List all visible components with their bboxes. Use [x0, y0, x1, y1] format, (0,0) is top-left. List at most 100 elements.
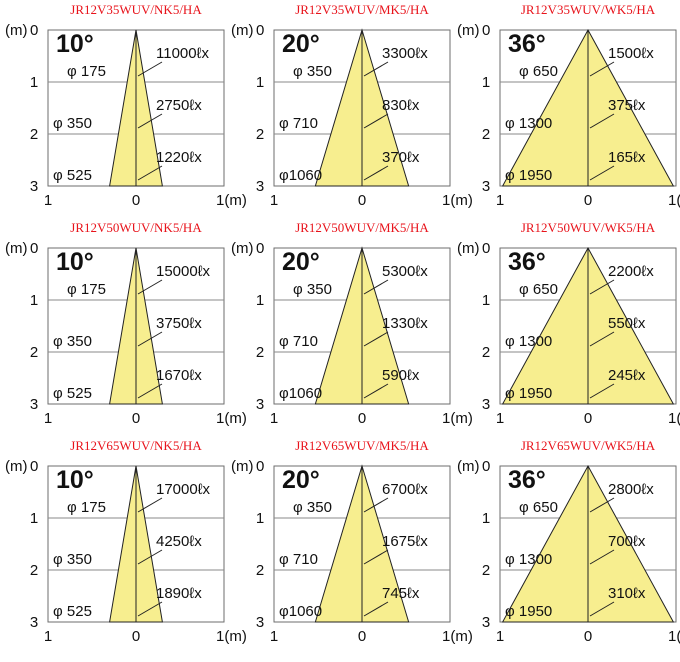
depth-tick-label: 0 — [482, 458, 490, 475]
beam-angle-label: 36° — [508, 248, 546, 276]
illuminance-leader-line — [589, 383, 615, 399]
depth-tick-label: 1 — [30, 292, 38, 309]
depth-tick-label: 0 — [256, 458, 264, 475]
illuminance-label: 310ℓx — [608, 585, 646, 602]
illuminance-label: 1220ℓx — [156, 149, 202, 166]
depth-tick-label: 1 — [256, 292, 264, 309]
beam-angle-label: 10° — [56, 466, 94, 494]
beam-diameter-label: φ 350 — [53, 333, 92, 350]
x-tick-label: 1(m) — [216, 628, 247, 645]
illuminance-label: 4250ℓx — [156, 533, 202, 550]
x-tick-label: 1(m) — [442, 410, 473, 427]
depth-tick-label: 3 — [482, 396, 490, 413]
illuminance-label: 1500ℓx — [608, 45, 654, 62]
illuminance-label: 1675ℓx — [382, 533, 428, 550]
panel-title: JR12V35WUV/MK5/HA — [295, 2, 429, 17]
beam-angle-label: 36° — [508, 466, 546, 494]
illuminance-leader-line — [589, 549, 615, 565]
x-tick-label: 1 — [44, 628, 52, 645]
illuminance-leader-line — [137, 601, 163, 617]
illuminance-leader-line — [363, 497, 389, 513]
x-tick-label: 1 — [270, 410, 278, 427]
depth-tick-label: 0 — [482, 240, 490, 257]
depth-tick-label: 1 — [30, 510, 38, 527]
illuminance-leader-line — [137, 383, 163, 399]
illuminance-leader-line — [363, 549, 389, 565]
depth-unit-label: (m) — [231, 458, 254, 475]
depth-tick-label: 3 — [30, 614, 38, 631]
x-tick-label: 0 — [132, 192, 140, 209]
depth-unit-label: (m) — [457, 240, 480, 257]
beam-angle-label: 36° — [508, 30, 546, 58]
beam-diameter-label: φ 710 — [279, 115, 318, 132]
illuminance-leader-line — [589, 601, 615, 617]
x-tick-label: 0 — [584, 192, 592, 209]
illuminance-label: 2750ℓx — [156, 97, 202, 114]
beam-diameter-label: φ 175 — [67, 281, 106, 298]
x-tick-label: 1 — [496, 410, 504, 427]
beam-diameter-label: φ 1300 — [505, 551, 552, 568]
illuminance-label: 745ℓx — [382, 585, 420, 602]
illuminance-label: 3750ℓx — [156, 315, 202, 332]
beam-diameter-label: φ 350 — [293, 499, 332, 516]
beam-diameter-label: φ 350 — [293, 63, 332, 80]
illuminance-label: 1890ℓx — [156, 585, 202, 602]
depth-tick-label: 3 — [256, 614, 264, 631]
illuminance-leader-line — [137, 279, 163, 295]
depth-unit-label: (m) — [5, 240, 28, 257]
illuminance-label: 5300ℓx — [382, 263, 428, 280]
beam-angle-label: 10° — [56, 30, 94, 58]
x-tick-label: 1 — [44, 410, 52, 427]
x-tick-label: 0 — [132, 410, 140, 427]
depth-tick-label: 3 — [30, 396, 38, 413]
x-tick-label: 1(m) — [216, 192, 247, 209]
beam-diameter-label: φ 650 — [519, 281, 558, 298]
beam-diameter-label: φ1060 — [279, 167, 322, 184]
beam-diameter-label: φ 710 — [279, 551, 318, 568]
depth-tick-label: 3 — [482, 614, 490, 631]
depth-tick-label: 2 — [482, 344, 490, 361]
illuminance-label: 165ℓx — [608, 149, 646, 166]
illuminance-label: 245ℓx — [608, 367, 646, 384]
x-tick-label: 1 — [44, 192, 52, 209]
illuminance-leader-line — [589, 497, 615, 513]
x-tick-label: 0 — [132, 628, 140, 645]
x-tick-label: 1(m) — [668, 410, 680, 427]
illuminance-label: 17000ℓx — [156, 481, 211, 498]
illuminance-leader-line — [137, 61, 163, 77]
panel-title: JR12V50WUV/MK5/HA — [295, 220, 429, 235]
depth-tick-label: 0 — [30, 458, 38, 475]
illuminance-leader-line — [589, 279, 615, 295]
illuminance-label: 6700ℓx — [382, 481, 428, 498]
illuminance-leader-line — [137, 497, 163, 513]
illuminance-leader-line — [137, 331, 163, 347]
illuminance-leader-line — [137, 165, 163, 181]
illuminance-leader-line — [363, 279, 389, 295]
x-tick-label: 0 — [358, 192, 366, 209]
illuminance-leader-line — [589, 61, 615, 77]
depth-tick-label: 3 — [482, 178, 490, 195]
depth-tick-label: 1 — [256, 74, 264, 91]
beam-diameter-label: φ 650 — [519, 63, 558, 80]
depth-unit-label: (m) — [231, 240, 254, 257]
depth-tick-label: 1 — [30, 74, 38, 91]
illuminance-leader-line — [363, 601, 389, 617]
beam-angle-label: 20° — [282, 30, 320, 58]
illuminance-leader-line — [363, 113, 389, 129]
beam-diameter-label: φ1060 — [279, 385, 322, 402]
depth-tick-label: 0 — [30, 22, 38, 39]
beam-angle-label: 20° — [282, 248, 320, 276]
x-tick-label: 1(m) — [442, 628, 473, 645]
illuminance-label: 2200ℓx — [608, 263, 654, 280]
depth-unit-label: (m) — [457, 458, 480, 475]
beam-diameter-label: φ 1950 — [505, 603, 552, 620]
beam-diameter-label: φ 650 — [519, 499, 558, 516]
depth-tick-label: 1 — [256, 510, 264, 527]
illuminance-label: 3300ℓx — [382, 45, 428, 62]
beam-diameter-label: φ 710 — [279, 333, 318, 350]
